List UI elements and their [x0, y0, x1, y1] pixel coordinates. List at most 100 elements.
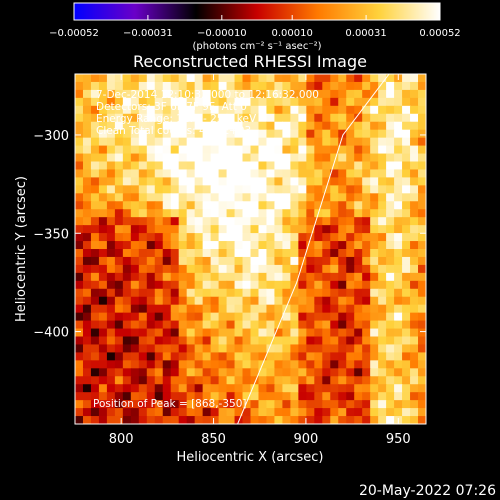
heatmap-cell [194, 272, 204, 282]
heatmap-cell [226, 336, 236, 346]
heatmap-cell [130, 304, 140, 314]
heatmap-cell [154, 233, 164, 242]
heatmap-cell [402, 185, 411, 194]
heatmap-cell [75, 225, 84, 234]
heatmap-cell [338, 153, 347, 163]
heatmap-cell [290, 89, 299, 99]
heatmap-cell [362, 272, 371, 282]
heatmap-cell [250, 81, 260, 91]
heatmap-cell [138, 400, 148, 409]
heatmap-cell [314, 312, 323, 322]
heatmap-cell [370, 74, 379, 83]
heatmap-cell [75, 256, 84, 266]
heatmap-cell [178, 89, 188, 99]
heatmap-cell [418, 328, 426, 338]
heatmap-cell [82, 97, 92, 107]
heatmap-cell [330, 272, 339, 282]
heatmap-cell [178, 320, 188, 330]
heatmap-cell [186, 161, 196, 171]
heatmap-cell [186, 280, 196, 290]
heatmap-cell [98, 217, 108, 226]
heatmap-cell [258, 241, 268, 250]
heatmap-cell [210, 328, 220, 338]
heatmap-cell [138, 336, 148, 346]
heatmap-cell [394, 352, 403, 361]
heatmap-cell [186, 145, 196, 155]
heatmap-cell [146, 312, 156, 322]
heatmap-cell [290, 161, 299, 171]
heatmap-cell [162, 328, 172, 338]
heatmap-cell [258, 352, 268, 361]
heatmap-cell [282, 312, 291, 322]
heatmap-cell [82, 288, 92, 298]
heatmap-cell [266, 105, 276, 115]
heatmap-cell [98, 153, 108, 163]
heatmap-cell [370, 296, 379, 306]
heatmap-cell [282, 360, 291, 369]
heatmap-cell [210, 360, 220, 369]
heatmap-cell [122, 272, 132, 282]
heatmap-cell [330, 105, 339, 115]
heatmap-cell [394, 153, 403, 163]
heatmap-cell [218, 360, 228, 369]
heatmap-cell [394, 264, 403, 274]
heatmap-cell [226, 408, 236, 417]
heatmap-cell [226, 352, 236, 361]
heatmap-cell [378, 81, 387, 91]
heatmap-cell [362, 225, 371, 234]
heatmap-cell [274, 113, 284, 123]
heatmap-cell [282, 336, 291, 346]
heatmap-cell [122, 288, 132, 298]
heatmap-cell [154, 256, 164, 266]
heatmap-cell [75, 137, 84, 147]
heatmap-cell [370, 89, 379, 99]
heatmap-cell [394, 368, 403, 377]
heatmap-cell [242, 384, 252, 393]
heatmap-cell [314, 384, 323, 393]
x-tick-label: 800 [109, 432, 134, 447]
heatmap-cell [410, 280, 419, 290]
heatmap-cell [378, 137, 387, 147]
heatmap-cell [314, 153, 323, 163]
heatmap-cell [178, 201, 188, 210]
heatmap-cell [354, 145, 363, 155]
heatmap-cell [322, 376, 331, 385]
heatmap-cell [346, 81, 355, 91]
heatmap-cell [298, 169, 307, 178]
heatmap-cell [98, 113, 108, 123]
heatmap-cell [226, 121, 236, 131]
heatmap-cell [282, 225, 291, 234]
heatmap-cell [170, 193, 180, 202]
heatmap-cell [90, 328, 100, 338]
heatmap-cell [138, 392, 148, 401]
heatmap-cell [154, 320, 164, 330]
heatmap-cell [162, 113, 172, 123]
heatmap-cell [242, 304, 252, 314]
heatmap-cell [90, 392, 100, 401]
heatmap-cell [346, 392, 355, 401]
heatmap-cell [394, 209, 403, 218]
heatmap-cell [178, 304, 188, 314]
heatmap-cell [146, 416, 156, 424]
heatmap-cell [362, 97, 371, 107]
heatmap-cell [186, 241, 196, 250]
heatmap-cell [394, 408, 403, 417]
heatmap-cell [75, 344, 84, 353]
heatmap-cell [346, 177, 355, 186]
heatmap-cell [378, 280, 387, 290]
heatmap-cell [346, 344, 355, 353]
heatmap-cell [250, 384, 260, 393]
heatmap-cell [186, 137, 196, 147]
heatmap-cell [370, 408, 379, 417]
heatmap-cell [162, 352, 172, 361]
heatmap-cell [258, 296, 268, 306]
heatmap-cell [362, 384, 371, 393]
heatmap-cell [242, 97, 252, 107]
heatmap-cell [194, 233, 204, 242]
heatmap-cell [338, 249, 347, 258]
heatmap-cell [314, 400, 323, 409]
heatmap-cell [314, 344, 323, 353]
heatmap-cell [266, 416, 276, 424]
heatmap-cell [322, 328, 331, 338]
heatmap-cell [402, 312, 411, 322]
